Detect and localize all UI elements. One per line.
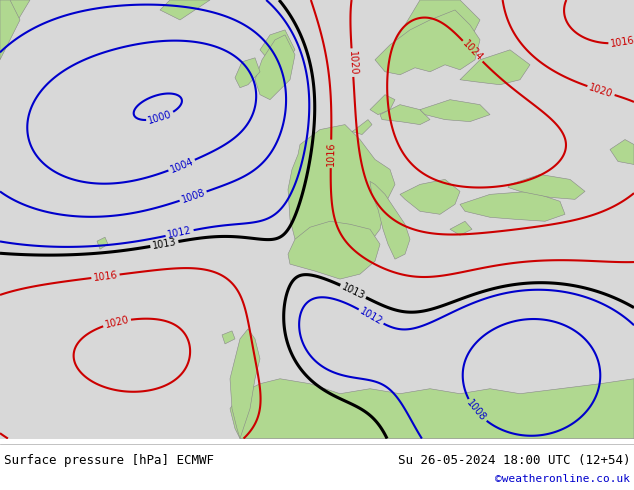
Text: 1000: 1000 [147, 109, 173, 126]
Text: 1024: 1024 [460, 39, 485, 64]
Text: 1013: 1013 [152, 237, 178, 251]
Text: 1004: 1004 [169, 156, 195, 174]
Text: Surface pressure [hPa] ECMWF: Surface pressure [hPa] ECMWF [4, 454, 214, 467]
Text: Su 26-05-2024 18:00 UTC (12+54): Su 26-05-2024 18:00 UTC (12+54) [398, 454, 630, 467]
Text: 1012: 1012 [167, 225, 193, 241]
Text: 1020: 1020 [104, 315, 130, 330]
Text: 1008: 1008 [180, 188, 206, 205]
Text: 1008: 1008 [465, 398, 488, 423]
Text: 1020: 1020 [347, 50, 358, 75]
Text: 1013: 1013 [340, 281, 366, 301]
Text: 1012: 1012 [358, 306, 384, 327]
Text: 1016: 1016 [93, 270, 118, 283]
Text: 1016: 1016 [610, 35, 634, 49]
Text: 1020: 1020 [588, 82, 614, 99]
Text: 1016: 1016 [326, 142, 336, 166]
Text: ©weatheronline.co.uk: ©weatheronline.co.uk [495, 474, 630, 484]
